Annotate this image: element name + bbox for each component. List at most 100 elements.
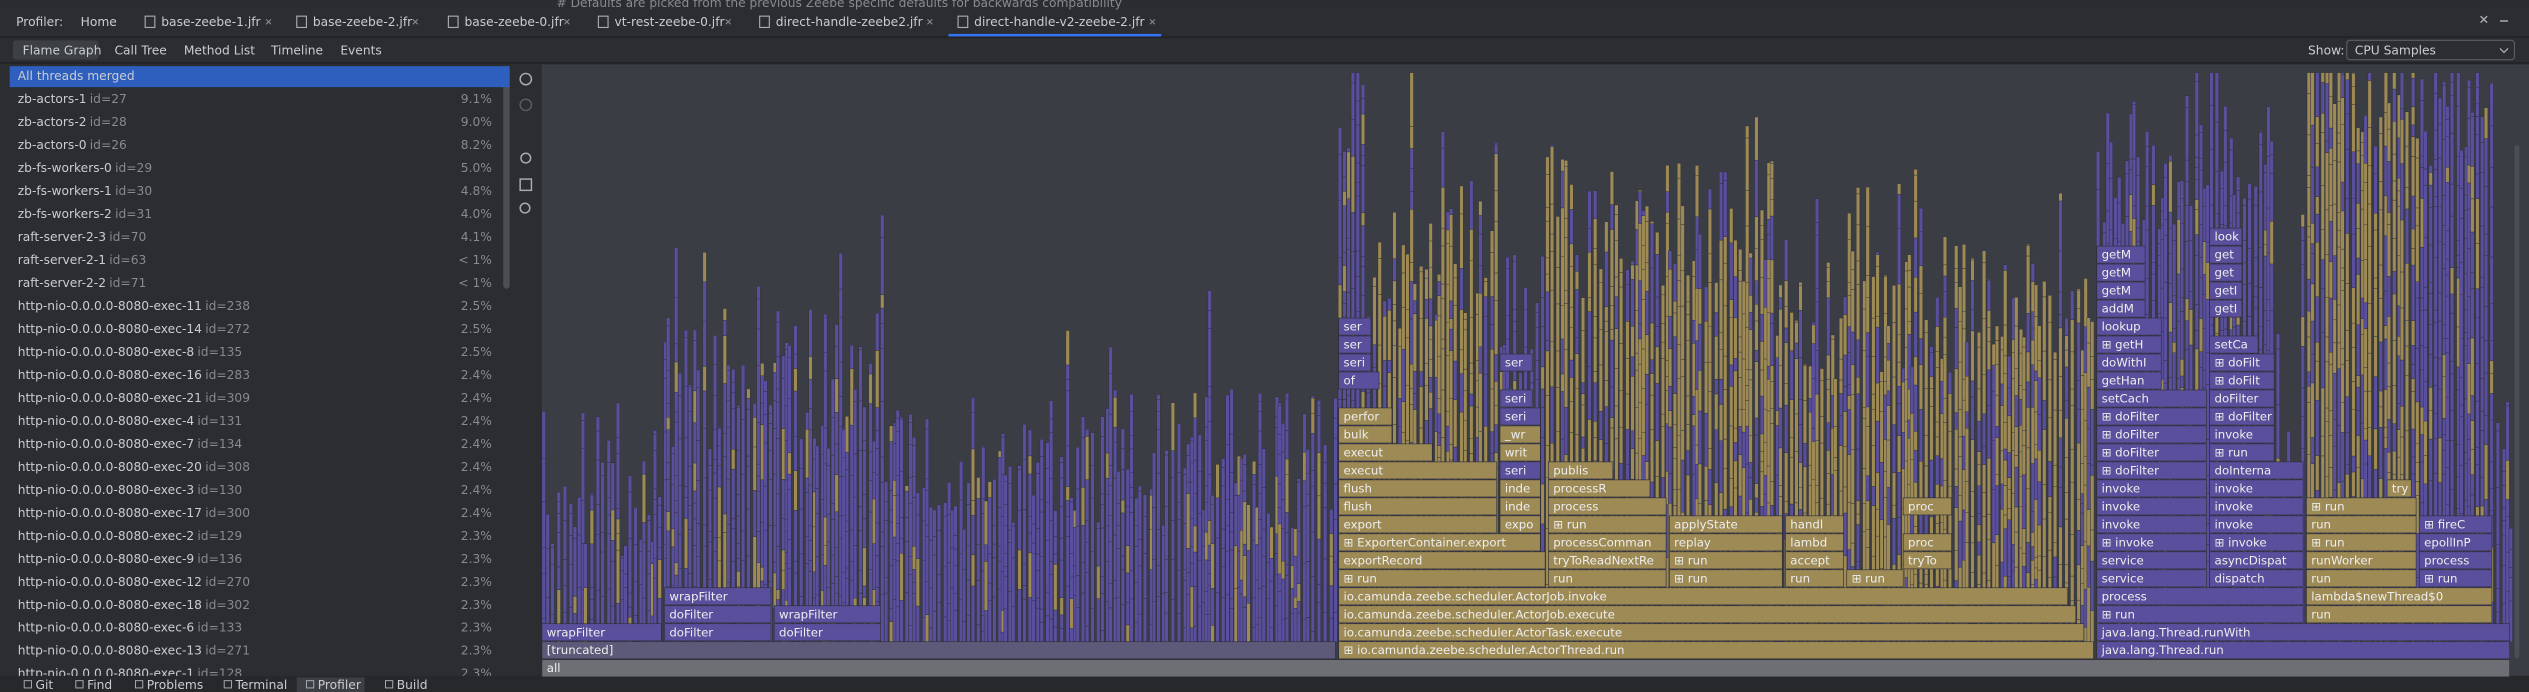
frame[interactable] bbox=[1338, 407, 1393, 426]
frame-label[interactable]: io.camunda.zeebe.scheduler.ActorJob.exec… bbox=[1344, 607, 1615, 621]
frame[interactable] bbox=[2419, 515, 2493, 534]
frame[interactable] bbox=[2306, 497, 2417, 516]
view-tab[interactable]: Flame Graph bbox=[23, 43, 102, 57]
thread-name[interactable]: http-nio-0.0.0.0-8080-exec-14 bbox=[18, 322, 202, 336]
frame[interactable] bbox=[1338, 497, 1498, 516]
frame[interactable] bbox=[2419, 533, 2493, 552]
frame-label[interactable]: java.lang.Thread.runWith bbox=[2101, 625, 2251, 639]
frame[interactable] bbox=[2209, 443, 2275, 462]
zoom-out-icon[interactable] bbox=[519, 98, 533, 112]
frame[interactable] bbox=[1548, 515, 1667, 534]
tab[interactable]: base-zeebe-2.jfr bbox=[313, 15, 413, 29]
frame-label[interactable]: runWorker bbox=[2311, 553, 2372, 567]
thread-name[interactable]: http-nio-0.0.0.0-8080-exec-13 bbox=[18, 644, 202, 658]
frame-label[interactable]: getM bbox=[2102, 284, 2131, 298]
thread-name[interactable]: http-nio-0.0.0.0-8080-exec-1 bbox=[18, 667, 194, 681]
frame[interactable] bbox=[2209, 497, 2304, 516]
frame-label[interactable]: doFilter bbox=[669, 607, 713, 621]
frame[interactable] bbox=[2096, 371, 2162, 390]
frame[interactable] bbox=[2096, 353, 2162, 372]
frame[interactable] bbox=[1499, 443, 1541, 462]
frame-label[interactable]: seri bbox=[1505, 463, 1526, 477]
tab[interactable]: direct-handle-zeebe2.jfr bbox=[776, 15, 924, 29]
screenshot-icon[interactable] bbox=[519, 178, 533, 192]
frame-label[interactable]: ⊞ fireC bbox=[2424, 517, 2465, 531]
show-value[interactable]: CPU Samples bbox=[2355, 43, 2436, 57]
frame-label[interactable]: look bbox=[2214, 230, 2239, 244]
tab[interactable]: base-zeebe-0.jfr bbox=[465, 15, 565, 29]
frame[interactable] bbox=[2306, 533, 2417, 552]
frame-label[interactable]: ⊞ doFilter bbox=[2102, 427, 2160, 441]
frame[interactable] bbox=[2096, 335, 2162, 354]
frame-label[interactable]: ⊞ run bbox=[1674, 571, 1707, 585]
frame-label[interactable]: seri bbox=[1505, 391, 1526, 405]
frame[interactable] bbox=[664, 587, 772, 606]
frame-label[interactable]: ⊞ run bbox=[1674, 553, 1707, 567]
tab[interactable]: direct-handle-v2-zeebe-2.jfr bbox=[974, 15, 1145, 29]
frame[interactable] bbox=[2209, 551, 2304, 570]
thread-name[interactable]: http-nio-0.0.0.0-8080-exec-2 bbox=[18, 529, 194, 543]
frame[interactable] bbox=[2096, 623, 2510, 642]
frame-label[interactable]: ⊞ doFilter bbox=[2102, 445, 2160, 459]
thread-name[interactable]: zb-actors-2 bbox=[18, 115, 87, 129]
frame-label[interactable]: doFilter bbox=[779, 625, 823, 639]
frame[interactable] bbox=[2209, 389, 2275, 408]
frame[interactable] bbox=[1499, 497, 1541, 516]
frame-label[interactable]: invoke bbox=[2102, 481, 2141, 495]
frame[interactable] bbox=[1548, 479, 1651, 498]
frame[interactable] bbox=[2096, 497, 2207, 516]
frame-label[interactable]: ⊞ doFilter bbox=[2214, 409, 2272, 423]
frame[interactable] bbox=[1338, 335, 1372, 354]
frame-label[interactable]: flush bbox=[1344, 499, 1372, 513]
status-item[interactable]: Terminal bbox=[234, 678, 287, 692]
frame-label[interactable]: exportRecord bbox=[1344, 553, 1423, 567]
frame[interactable] bbox=[1785, 515, 1844, 534]
frame-label[interactable]: execut bbox=[1344, 445, 1384, 459]
frame-label[interactable]: ⊞ io.camunda.zeebe.scheduler.ActorThread… bbox=[1344, 643, 1625, 657]
frame[interactable] bbox=[1338, 605, 2077, 624]
frame[interactable] bbox=[1499, 389, 1533, 408]
frame[interactable] bbox=[1548, 551, 1667, 570]
frame-label[interactable]: expo bbox=[1505, 517, 1534, 531]
frame-label[interactable]: handl bbox=[1790, 517, 1823, 531]
frame-label[interactable]: getI bbox=[2214, 284, 2237, 298]
show-select[interactable] bbox=[2346, 39, 2516, 61]
frame-label[interactable]: publis bbox=[1553, 463, 1588, 477]
frame[interactable] bbox=[2209, 515, 2304, 534]
frame[interactable] bbox=[2209, 407, 2275, 426]
frame[interactable] bbox=[2096, 605, 2304, 624]
frame-label[interactable]: getI bbox=[2214, 302, 2237, 316]
frame[interactable] bbox=[2209, 371, 2275, 390]
frame[interactable] bbox=[664, 623, 772, 642]
frame-label[interactable]: wrapFilter bbox=[779, 607, 837, 621]
frame-label[interactable]: doFilter bbox=[2214, 391, 2258, 405]
frame-label[interactable]: epollInP bbox=[2424, 535, 2470, 549]
frame-label[interactable]: ⊞ run bbox=[2424, 571, 2457, 585]
status-item[interactable]: Profiler bbox=[318, 678, 362, 692]
thread-name[interactable]: http-nio-0.0.0.0-8080-exec-7 bbox=[18, 437, 194, 451]
frame[interactable] bbox=[1338, 641, 2094, 660]
thread-name[interactable]: http-nio-0.0.0.0-8080-exec-6 bbox=[18, 621, 195, 635]
frame-label[interactable]: applyState bbox=[1674, 517, 1738, 531]
thread-name[interactable]: raft-server-2-1 bbox=[18, 253, 106, 267]
view-tab[interactable]: Events bbox=[340, 43, 381, 57]
frame-label[interactable]: service bbox=[2102, 571, 2144, 585]
frame[interactable] bbox=[2209, 533, 2304, 552]
frame[interactable] bbox=[1338, 443, 1433, 462]
frame-label[interactable]: ⊞ doFilter bbox=[2102, 463, 2160, 477]
frame-label[interactable]: seri bbox=[1505, 409, 1526, 423]
frame-label[interactable]: run bbox=[1553, 571, 1573, 585]
tab[interactable]: base-zeebe-1.jfr bbox=[161, 15, 261, 29]
view-icon[interactable] bbox=[520, 152, 532, 164]
frame[interactable] bbox=[2096, 245, 2146, 264]
thread-name[interactable]: http-nio-0.0.0.0-8080-exec-21 bbox=[18, 391, 202, 405]
frame-label[interactable]: ⊞ run bbox=[2311, 499, 2344, 513]
frame-label[interactable]: ⊞ invoke bbox=[2102, 535, 2154, 549]
frame[interactable] bbox=[1338, 623, 2085, 642]
frame[interactable] bbox=[2096, 407, 2207, 426]
frame[interactable] bbox=[1338, 353, 1372, 372]
frame[interactable] bbox=[2096, 569, 2207, 588]
thread-name[interactable]: raft-server-2-3 bbox=[18, 230, 106, 244]
frame-label[interactable]: ⊞ run bbox=[2311, 535, 2344, 549]
frame-label[interactable]: invoke bbox=[2214, 499, 2253, 513]
